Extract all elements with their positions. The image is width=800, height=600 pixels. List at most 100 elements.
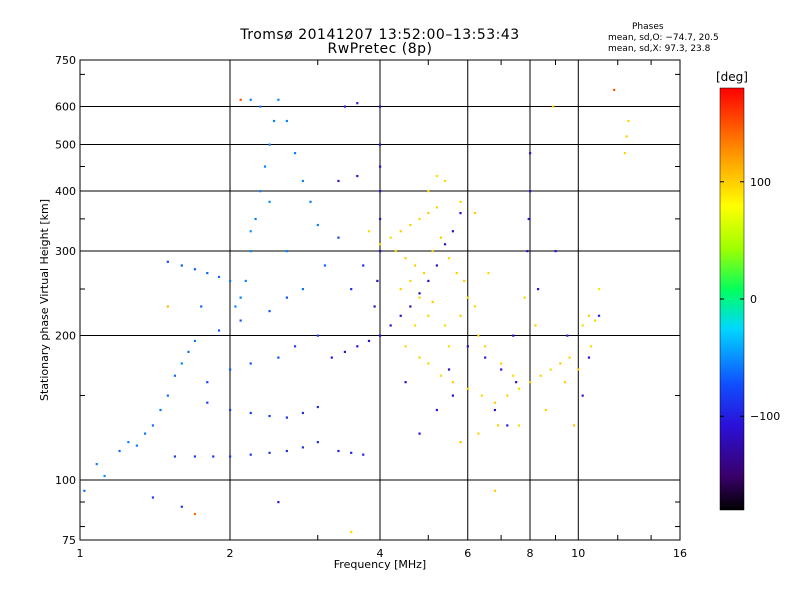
data-point-x — [506, 394, 509, 397]
phase-stats-o-mode: mean, sd,O: −74.7, 20.5 — [608, 33, 719, 43]
x-tick-label: 4 — [377, 547, 384, 560]
data-point-o — [268, 451, 271, 454]
data-point-x — [523, 296, 526, 299]
data-point-x — [413, 264, 417, 267]
data-point-o — [343, 105, 347, 108]
data-point-x — [455, 271, 458, 275]
data-point-o — [249, 453, 252, 456]
data-point-x — [404, 345, 407, 348]
data-point-o — [229, 368, 232, 371]
data-point-x — [431, 250, 434, 253]
data-point-o — [193, 268, 197, 271]
data-point-x — [529, 381, 532, 384]
data-point-x — [572, 424, 576, 427]
data-point-o — [249, 362, 252, 365]
y-tick-label: 400 — [55, 185, 76, 198]
data-point-x — [443, 179, 447, 183]
data-point-o — [500, 368, 503, 371]
colorbar-unit-label: [deg] — [716, 70, 748, 84]
x-tick-label: 10 — [571, 547, 585, 560]
data-point-x — [597, 288, 601, 291]
data-point-o — [143, 432, 147, 435]
data-point-o — [206, 271, 209, 275]
data-point-o — [356, 174, 359, 178]
data-point-x — [568, 356, 571, 359]
data-point-o — [95, 462, 98, 466]
data-point-o — [350, 288, 353, 291]
data-point-x — [587, 314, 591, 317]
data-point-x — [500, 362, 503, 365]
data-point-x — [447, 345, 451, 348]
data-point-o — [277, 98, 280, 101]
data-point-o — [268, 309, 271, 313]
data-point-x — [517, 387, 521, 390]
data-point-x — [431, 300, 434, 304]
data-point-o — [435, 408, 438, 412]
data-point-o — [229, 408, 232, 412]
data-point-x — [493, 489, 497, 492]
x-tick-label: 8 — [527, 547, 534, 560]
data-point-o — [193, 339, 197, 343]
data-point-o — [285, 449, 288, 453]
data-point-x — [239, 98, 242, 101]
data-point-x — [413, 324, 417, 327]
data-point-o — [180, 264, 183, 267]
data-point-x — [473, 212, 477, 215]
data-point-o — [529, 152, 532, 155]
data-point-o — [212, 455, 215, 458]
data-point-x — [427, 190, 430, 193]
data-point-x — [367, 230, 371, 233]
data-point-x — [477, 432, 480, 435]
colorbar-tick-label: −100 — [750, 410, 780, 423]
x-tick-label: 6 — [464, 547, 471, 560]
data-point-x — [459, 314, 462, 317]
data-point-o — [309, 200, 312, 203]
data-point-o — [566, 334, 569, 337]
data-point-o — [301, 288, 305, 291]
colorbar-tick-label: 100 — [750, 176, 771, 189]
grid-lines — [80, 60, 680, 540]
data-point-o — [323, 264, 327, 267]
data-point-o — [272, 119, 276, 123]
data-point-x — [534, 324, 537, 327]
data-point-x — [427, 362, 430, 365]
x-tick-label: 16 — [673, 547, 687, 560]
data-point-x — [539, 374, 542, 377]
data-point-o — [581, 394, 584, 397]
data-point-o — [180, 362, 183, 365]
data-point-x — [463, 279, 466, 283]
data-point-x — [193, 512, 197, 516]
data-point-o — [379, 217, 382, 221]
data-point-x — [480, 394, 483, 397]
data-point-x — [563, 381, 567, 384]
data-point-o — [173, 455, 177, 458]
data-point-o — [379, 190, 382, 193]
data-point-o — [350, 451, 353, 454]
data-point-x — [559, 362, 562, 365]
data-point-o — [484, 356, 487, 359]
phase-stats-title: Phases — [632, 22, 664, 32]
data-point-x — [484, 345, 487, 348]
data-point-o — [451, 394, 455, 397]
data-point-o — [229, 455, 232, 458]
data-point-o — [239, 296, 242, 299]
data-point-o — [268, 200, 271, 203]
data-point-o — [301, 179, 305, 183]
data-point-x — [379, 243, 382, 246]
data-point-o — [293, 152, 297, 155]
y-tick-label: 200 — [55, 330, 76, 343]
data-point-x — [439, 374, 443, 377]
data-point-o — [151, 496, 155, 499]
data-point-x — [627, 119, 630, 123]
data-point-o — [159, 408, 162, 412]
data-point-x — [625, 135, 628, 138]
y-tick-label: 300 — [55, 245, 76, 258]
data-point-o — [529, 190, 532, 193]
data-point-x — [427, 314, 430, 317]
data-point-x — [459, 441, 462, 444]
data-point-o — [200, 305, 203, 308]
data-point-x — [418, 217, 421, 221]
data-point-o — [249, 250, 252, 253]
data-point-o — [527, 217, 530, 221]
